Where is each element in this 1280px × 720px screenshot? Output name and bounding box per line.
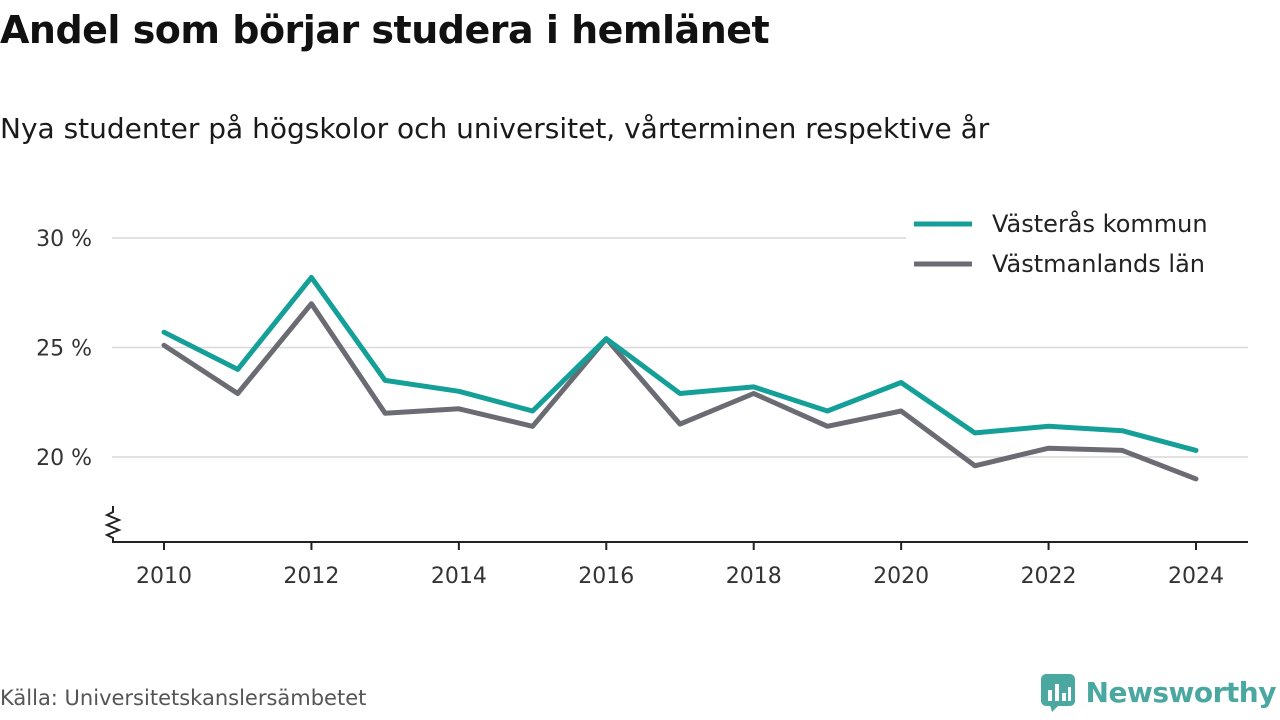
y-axis-break [104,506,122,542]
chart-subtitle: Nya studenter på högskolor och universit… [0,112,990,145]
x-axis: 2010 2012 2014 2016 2018 2020 2022 2024 [104,506,1248,589]
y-tick-label: 25 % [36,337,92,362]
y-tick-label: 20 % [36,446,92,471]
x-tick-label: 2014 [431,564,487,589]
legend: Västerås kommun Västmanlands län [906,200,1248,286]
chart-title: Andel som börjar studera i hemlänet [0,8,770,52]
x-tick-label: 2012 [283,564,339,589]
x-tick-label: 2010 [136,564,192,589]
y-axis-tick-labels: 20 % 25 % 30 % [36,227,92,471]
x-tick-label: 2018 [726,564,782,589]
series-line [161,301,1199,482]
x-tick-label: 2024 [1168,564,1224,589]
brand-logo: Newsworthy [1040,672,1277,712]
line-chart: 20 % 25 % 30 % 2010 2012 2014 2016 2018 2020 202… [36,200,1248,589]
x-tick-label: 2016 [578,564,634,589]
source-note: Källa: Universitetskanslersämbetet [0,686,367,710]
series-line [161,274,1199,453]
x-tick-label: 2020 [873,564,929,589]
legend-label: Västmanlands län [992,250,1205,278]
legend-background [906,200,1248,286]
y-tick-label: 30 % [36,227,92,252]
x-tick-label: 2022 [1021,564,1077,589]
legend-label: Västerås kommun [992,209,1208,238]
newsworthy-logo-icon [1040,674,1075,712]
brand-name: Newsworthy [1085,675,1277,709]
series-lines [161,274,1199,482]
